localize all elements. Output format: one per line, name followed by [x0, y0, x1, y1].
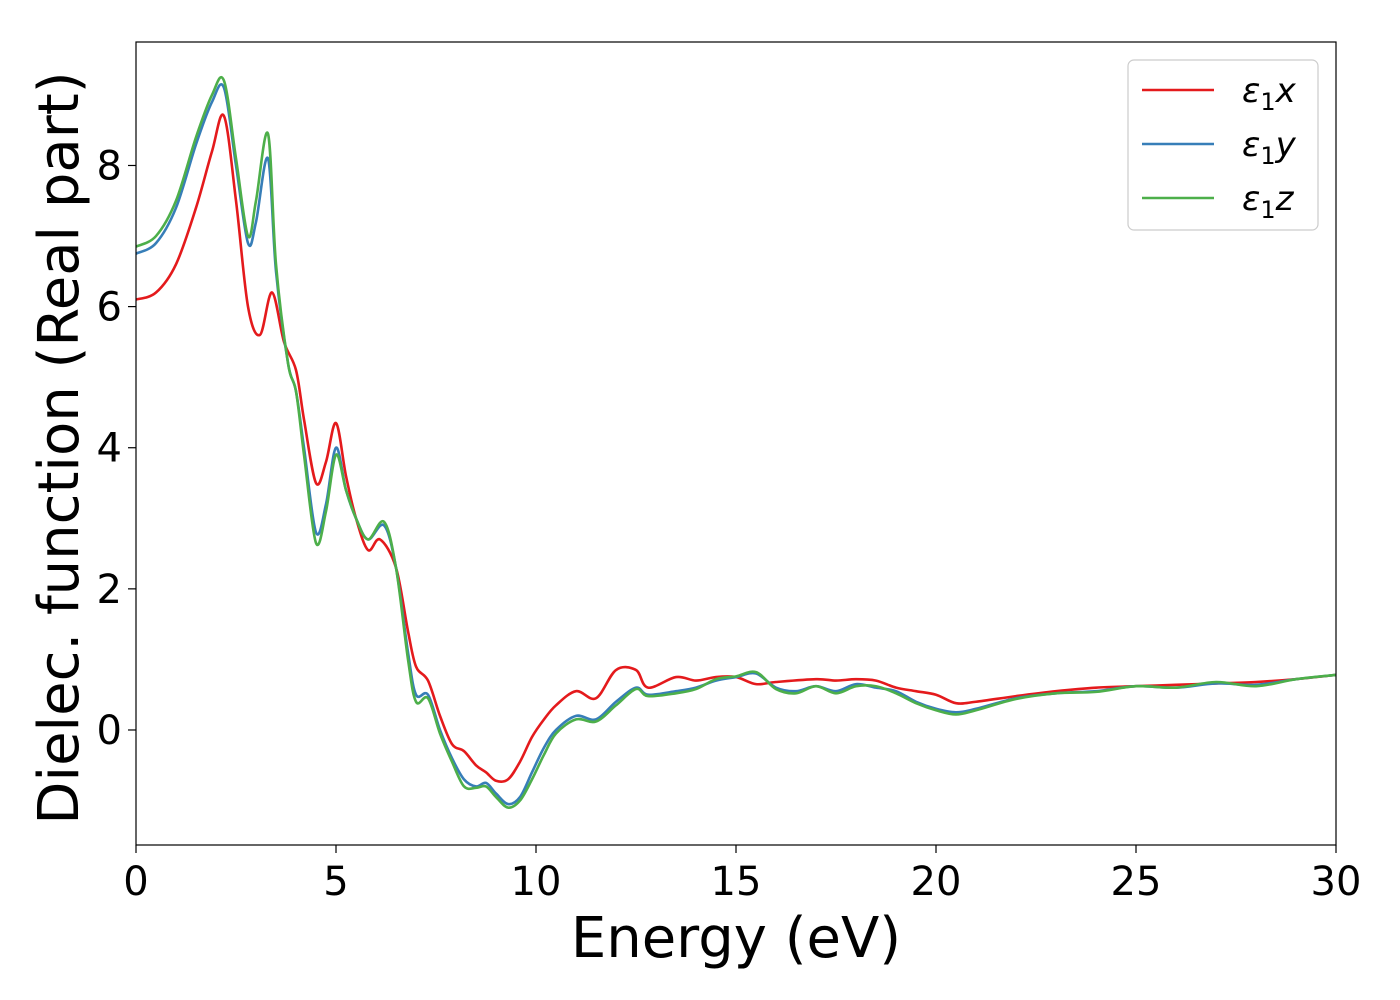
legend-label-y: ε1y — [1242, 125, 1297, 170]
x-axis-ticks: 0 5 10 15 20 25 30 — [123, 845, 1361, 905]
plot-lines — [136, 75, 1336, 809]
y-tick-label: 8 — [97, 143, 122, 189]
legend-variable: z — [1275, 179, 1295, 219]
x-tick-label: 15 — [711, 859, 762, 905]
y-axis-label: Dielec. function (Real part) — [27, 71, 92, 824]
legend-symbol: ε — [1242, 71, 1260, 111]
legend-subscript: 1 — [1260, 88, 1275, 116]
x-tick-label: 30 — [1311, 859, 1362, 905]
x-axis-label: Energy (eV) — [571, 906, 901, 971]
legend-subscript: 1 — [1260, 196, 1275, 224]
x-tick-label: 5 — [323, 859, 348, 905]
legend-variable: y — [1275, 125, 1297, 165]
y-axis-ticks: 0 2 4 6 8 — [97, 143, 136, 754]
legend-symbol: ε — [1242, 125, 1260, 165]
legend-symbol: ε — [1242, 179, 1260, 219]
legend-subscript: 1 — [1260, 142, 1275, 170]
x-tick-label: 25 — [1111, 859, 1162, 905]
legend-label-x: ε1x — [1242, 71, 1297, 116]
legend-variable: x — [1275, 71, 1297, 111]
y-tick-label: 4 — [97, 426, 122, 472]
y-tick-label: 0 — [97, 708, 122, 754]
legend-box — [1127, 59, 1319, 231]
x-tick-label: 20 — [911, 859, 962, 905]
y-tick-label: 6 — [97, 285, 122, 331]
series-line-z — [136, 75, 1336, 809]
y-tick-label: 2 — [97, 567, 122, 613]
x-tick-label: 0 — [123, 859, 148, 905]
x-tick-label: 10 — [511, 859, 562, 905]
legend-label-z: ε1z — [1242, 179, 1295, 224]
